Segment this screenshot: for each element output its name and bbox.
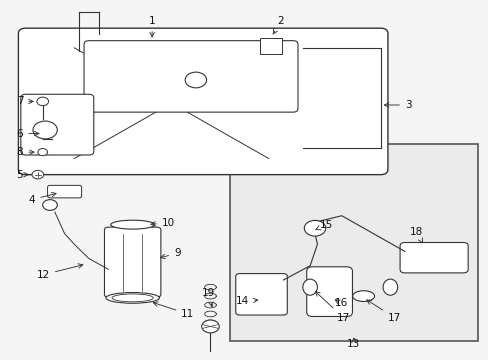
Text: 9: 9	[161, 248, 180, 258]
Circle shape	[304, 220, 325, 236]
FancyBboxPatch shape	[306, 267, 352, 316]
Text: 4: 4	[29, 192, 56, 204]
Text: 12: 12	[37, 264, 82, 280]
Circle shape	[32, 170, 43, 179]
FancyBboxPatch shape	[21, 94, 94, 155]
Circle shape	[38, 149, 47, 156]
Text: 3: 3	[384, 100, 411, 110]
Text: 6: 6	[17, 129, 39, 139]
Circle shape	[42, 200, 57, 210]
Circle shape	[33, 121, 57, 139]
Text: 8: 8	[17, 147, 34, 157]
FancyBboxPatch shape	[399, 243, 467, 273]
Text: 17: 17	[366, 300, 400, 323]
Circle shape	[201, 320, 219, 333]
Ellipse shape	[106, 293, 159, 303]
Text: 2: 2	[273, 16, 284, 34]
Text: 7: 7	[17, 96, 33, 107]
Text: 19: 19	[202, 288, 215, 307]
FancyBboxPatch shape	[229, 144, 477, 341]
Text: 10: 10	[151, 218, 175, 228]
Ellipse shape	[352, 291, 374, 301]
Text: 11: 11	[153, 302, 194, 319]
Text: 14: 14	[236, 296, 257, 306]
Ellipse shape	[382, 279, 397, 295]
Ellipse shape	[111, 220, 154, 229]
FancyBboxPatch shape	[47, 185, 81, 198]
FancyBboxPatch shape	[260, 38, 282, 54]
Circle shape	[37, 97, 48, 106]
Text: 1: 1	[148, 16, 155, 37]
Text: 15: 15	[315, 220, 332, 230]
Text: 16: 16	[334, 298, 347, 308]
Ellipse shape	[302, 279, 317, 295]
Text: 18: 18	[409, 227, 422, 243]
Text: 17: 17	[315, 292, 349, 323]
Text: 13: 13	[346, 339, 360, 349]
Text: 5: 5	[17, 170, 29, 180]
FancyBboxPatch shape	[235, 274, 287, 315]
FancyBboxPatch shape	[104, 227, 161, 297]
FancyBboxPatch shape	[19, 28, 387, 175]
Circle shape	[185, 72, 206, 88]
Ellipse shape	[112, 294, 153, 302]
FancyBboxPatch shape	[84, 41, 297, 112]
